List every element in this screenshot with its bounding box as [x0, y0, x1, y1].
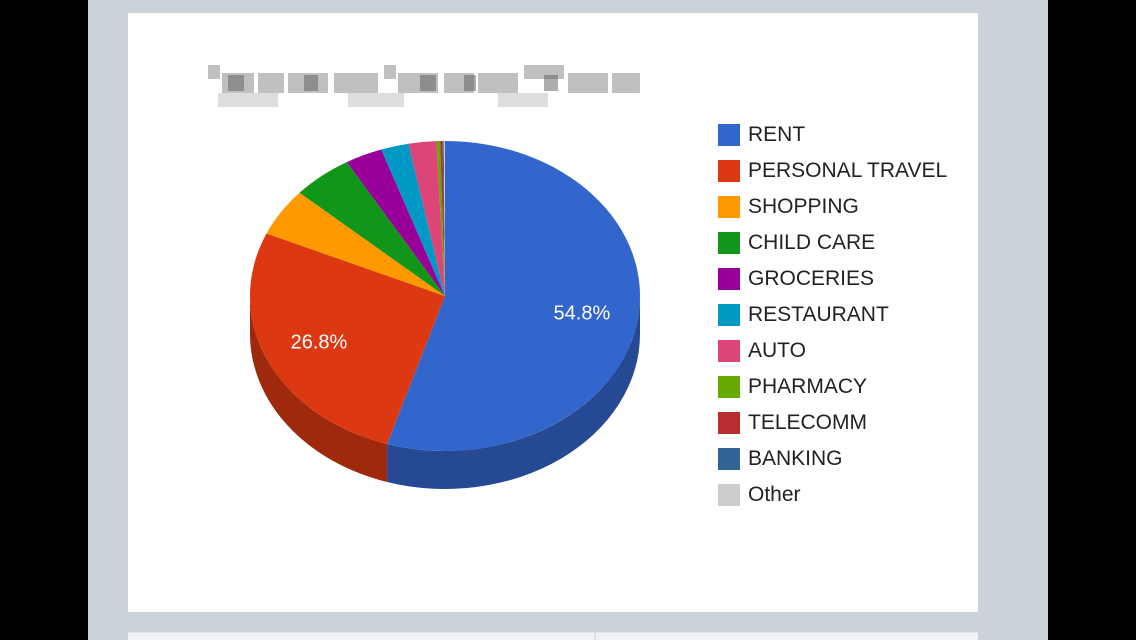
next-card-edge [128, 632, 978, 640]
next-card-divider [594, 632, 596, 640]
pie-labels: 54.8% 26.8% [291, 303, 611, 354]
pie-slice-child-care[interactable] [299, 162, 445, 296]
legend-swatch [718, 160, 740, 182]
pie-slice-personal-travel[interactable] [249, 233, 445, 445]
legend-swatch [718, 304, 740, 326]
legend-swatch [718, 268, 740, 290]
legend-swatch [718, 340, 740, 362]
legend-label: AUTO [748, 339, 806, 362]
legend-swatch [718, 448, 740, 470]
legend-label: RESTAURANT [748, 303, 889, 326]
pie-sides [250, 296, 640, 489]
legend-label: Other [748, 483, 801, 506]
legend-swatch [718, 484, 740, 506]
legend-item-groceries[interactable]: GROCERIES [718, 261, 947, 297]
pie-side-rent [387, 296, 640, 489]
legend-item-restaurant[interactable]: RESTAURANT [718, 297, 947, 333]
pie-slice-pharmacy[interactable] [436, 141, 445, 296]
legend-label: PHARMACY [748, 375, 868, 398]
legend-label: PERSONAL TRAVEL [748, 159, 948, 182]
pie-top [249, 141, 641, 451]
legend-item-pharmacy[interactable]: PHARMACY [718, 369, 947, 405]
legend-label: GROCERIES [748, 267, 875, 290]
legend-item-telecomm[interactable]: TELECOMM [718, 405, 947, 441]
chart-card: 54.8% 26.8% RENT PERSONAL TRAVEL SHOPPING CH… [128, 13, 978, 612]
legend-label: BANKING [748, 447, 843, 470]
chart-legend: RENT PERSONAL TRAVEL SHOPPING CHILD CARE GRO… [718, 117, 947, 513]
pie-slice-groceries[interactable] [346, 149, 445, 296]
pie-slice-telecomm[interactable] [440, 141, 445, 296]
legend-item-rent[interactable]: RENT [718, 117, 947, 153]
screen-background: 54.8% 26.8% RENT PERSONAL TRAVEL SHOPPING CH… [88, 0, 1048, 640]
slice-label-personal-travel: 26.8% [291, 332, 348, 354]
pie-chart: 54.8% 26.8% [249, 141, 641, 489]
redacted-chart-title [208, 65, 640, 107]
legend-label: CHILD CARE [748, 231, 876, 254]
legend-swatch [718, 232, 740, 254]
legend-item-child-care[interactable]: CHILD CARE [718, 225, 947, 261]
legend-swatch [718, 376, 740, 398]
legend-item-personal-travel[interactable]: PERSONAL TRAVEL [718, 153, 947, 189]
legend-swatch [718, 412, 740, 434]
legend-label: SHOPPING [748, 195, 859, 218]
legend-item-other[interactable]: Other [718, 477, 947, 513]
pie-slice-banking[interactable] [442, 141, 445, 296]
slice-label-rent: 54.8% [554, 303, 611, 325]
legend-label: TELECOMM [748, 411, 868, 434]
pie-slice-rent[interactable] [387, 141, 641, 451]
legend-swatch [718, 196, 740, 218]
pie-slice-auto[interactable] [408, 141, 445, 296]
pie-slice-other[interactable] [443, 141, 445, 296]
pie-slice-restaurant[interactable] [381, 143, 445, 296]
legend-label: RENT [748, 123, 806, 146]
legend-item-banking[interactable]: BANKING [718, 441, 947, 477]
pie-side-personal-travel [250, 296, 388, 483]
legend-item-auto[interactable]: AUTO [718, 333, 947, 369]
pie-slice-shopping[interactable] [266, 192, 445, 296]
legend-item-shopping[interactable]: SHOPPING [718, 189, 947, 225]
legend-swatch [718, 124, 740, 146]
